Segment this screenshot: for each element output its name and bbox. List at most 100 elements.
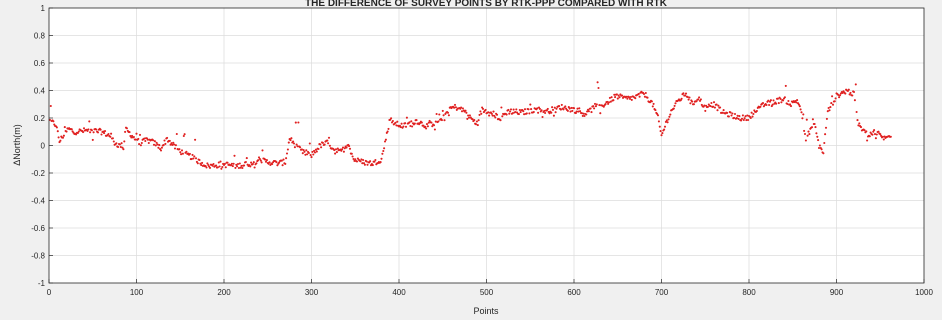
data-point bbox=[572, 107, 576, 110]
data-point bbox=[404, 122, 407, 125]
data-point bbox=[874, 137, 877, 140]
data-point bbox=[115, 142, 118, 145]
data-point bbox=[285, 157, 288, 160]
data-point bbox=[174, 144, 177, 147]
data-point bbox=[844, 92, 847, 95]
data-point bbox=[755, 109, 758, 113]
data-point bbox=[91, 138, 94, 141]
data-point bbox=[447, 114, 450, 117]
data-point bbox=[208, 166, 212, 169]
data-point bbox=[399, 126, 402, 129]
data-point bbox=[590, 111, 593, 114]
data-point bbox=[236, 165, 239, 168]
data-point bbox=[745, 119, 748, 122]
data-point bbox=[217, 161, 220, 164]
x-tick-label: 800 bbox=[742, 288, 756, 297]
data-point bbox=[211, 164, 214, 167]
data-point bbox=[538, 107, 541, 110]
data-point bbox=[168, 139, 171, 142]
data-point bbox=[241, 166, 244, 170]
data-point bbox=[431, 125, 434, 128]
data-point bbox=[350, 152, 353, 155]
data-point bbox=[336, 147, 339, 150]
data-point bbox=[596, 81, 599, 84]
data-point bbox=[299, 146, 302, 149]
data-point bbox=[107, 132, 110, 136]
data-point bbox=[351, 155, 354, 158]
data-point bbox=[629, 95, 632, 99]
data-point bbox=[550, 111, 553, 114]
data-point bbox=[304, 153, 307, 156]
data-point bbox=[410, 120, 413, 123]
data-point bbox=[99, 128, 102, 131]
data-point bbox=[55, 126, 58, 129]
data-point bbox=[628, 97, 632, 100]
data-point bbox=[348, 145, 351, 148]
data-point bbox=[190, 158, 193, 161]
data-point bbox=[427, 121, 430, 124]
data-point bbox=[558, 105, 561, 108]
data-point bbox=[829, 106, 832, 109]
data-point bbox=[212, 162, 215, 166]
data-point bbox=[656, 114, 660, 117]
data-point bbox=[644, 91, 647, 95]
data-point bbox=[733, 112, 737, 116]
data-point bbox=[811, 118, 814, 121]
data-point bbox=[854, 83, 857, 86]
data-point bbox=[467, 116, 471, 119]
data-point bbox=[89, 131, 92, 134]
data-point bbox=[188, 152, 191, 155]
y-tick-label: 0.8 bbox=[34, 32, 46, 41]
data-point bbox=[255, 162, 258, 165]
data-point bbox=[205, 166, 208, 169]
data-point bbox=[284, 162, 287, 165]
data-point bbox=[807, 130, 810, 133]
data-point bbox=[523, 108, 527, 111]
data-point bbox=[509, 108, 513, 111]
data-point bbox=[111, 137, 114, 140]
data-point bbox=[164, 142, 167, 145]
data-point bbox=[863, 129, 866, 132]
data-point bbox=[806, 134, 809, 137]
data-point bbox=[519, 111, 522, 114]
data-point bbox=[380, 157, 383, 160]
data-point bbox=[813, 122, 816, 126]
data-point bbox=[192, 157, 195, 160]
x-tick-label: 1000 bbox=[915, 288, 933, 297]
data-point bbox=[442, 114, 445, 117]
data-point bbox=[260, 161, 263, 164]
data-point bbox=[669, 113, 672, 116]
data-point bbox=[278, 161, 281, 164]
data-point bbox=[817, 146, 821, 150]
data-point bbox=[551, 108, 555, 111]
data-point bbox=[425, 123, 429, 126]
data-point bbox=[797, 103, 800, 106]
data-point bbox=[140, 141, 143, 145]
data-point bbox=[665, 119, 668, 122]
data-point bbox=[735, 117, 738, 120]
data-point bbox=[815, 132, 818, 135]
data-point bbox=[363, 163, 366, 166]
data-point bbox=[369, 160, 372, 163]
data-point bbox=[855, 110, 858, 114]
data-point bbox=[490, 112, 493, 115]
data-point bbox=[738, 115, 741, 118]
data-point bbox=[540, 109, 543, 112]
data-point bbox=[805, 118, 808, 121]
data-point bbox=[216, 166, 219, 169]
data-point bbox=[315, 150, 318, 153]
data-point bbox=[746, 114, 749, 117]
data-point bbox=[695, 100, 698, 103]
data-point bbox=[371, 164, 374, 167]
data-point bbox=[522, 110, 525, 113]
data-point bbox=[155, 141, 158, 144]
data-point bbox=[310, 156, 313, 159]
y-tick-label: -0.2 bbox=[31, 169, 45, 178]
data-point bbox=[366, 163, 369, 166]
data-point bbox=[415, 119, 418, 122]
data-point bbox=[731, 112, 734, 115]
data-point bbox=[295, 143, 298, 146]
data-point bbox=[849, 91, 852, 94]
data-point bbox=[559, 108, 562, 111]
data-point bbox=[673, 104, 676, 107]
